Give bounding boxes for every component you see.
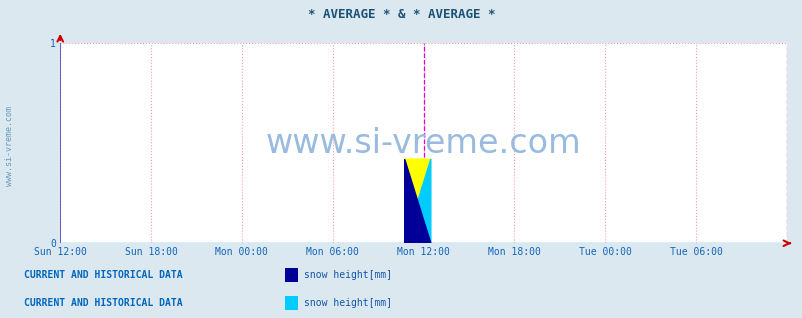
- Polygon shape: [404, 159, 431, 243]
- Text: snow height[mm]: snow height[mm]: [303, 270, 391, 280]
- Text: snow height[mm]: snow height[mm]: [303, 298, 391, 308]
- Text: www.si-vreme.com: www.si-vreme.com: [5, 106, 14, 186]
- Text: CURRENT AND HISTORICAL DATA: CURRENT AND HISTORICAL DATA: [24, 270, 183, 280]
- Text: CURRENT AND HISTORICAL DATA: CURRENT AND HISTORICAL DATA: [24, 298, 183, 308]
- Text: * AVERAGE * & * AVERAGE *: * AVERAGE * & * AVERAGE *: [307, 8, 495, 21]
- Text: www.si-vreme.com: www.si-vreme.com: [265, 127, 581, 160]
- Polygon shape: [404, 159, 431, 201]
- Polygon shape: [417, 159, 431, 243]
